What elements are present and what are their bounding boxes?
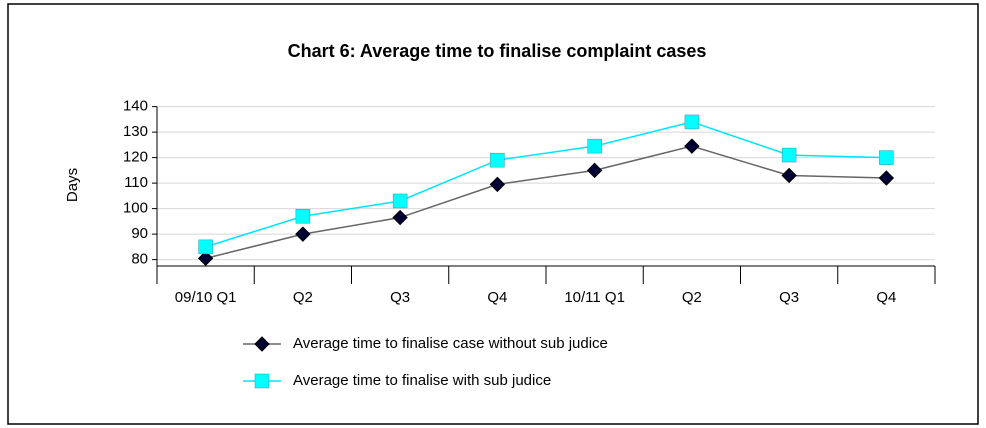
data-point xyxy=(781,147,797,163)
legend-marker xyxy=(254,373,270,389)
y-tick-label: 90 xyxy=(131,225,148,242)
series-line xyxy=(205,121,887,248)
y-tick-label: 140 xyxy=(123,98,148,115)
x-tick-label: 10/11 Q1 xyxy=(564,289,625,306)
data-point xyxy=(295,226,311,242)
data-point xyxy=(586,162,603,179)
x-tick-label: Q4 xyxy=(876,289,896,306)
y-tick-label: 110 xyxy=(124,174,148,191)
data-point xyxy=(489,176,506,193)
x-tick-label: Q2 xyxy=(682,289,702,306)
series-line xyxy=(205,145,887,260)
x-tick-label: Q4 xyxy=(487,289,507,306)
legend-label: Average time to finalise case without su… xyxy=(293,335,608,352)
data-point xyxy=(878,170,895,186)
data-point xyxy=(198,239,213,255)
data-point xyxy=(197,250,214,267)
legend-marker xyxy=(254,336,270,352)
data-point xyxy=(684,138,700,154)
frame xyxy=(7,3,979,425)
y-tick-label: 130 xyxy=(123,123,148,140)
y-tick-label: 80 xyxy=(131,251,148,268)
data-point xyxy=(781,167,797,184)
data-point xyxy=(684,114,700,130)
data-point xyxy=(392,193,408,209)
x-tick-label: Q2 xyxy=(293,289,313,306)
y-tick-label: 100 xyxy=(123,200,148,217)
x-tick-label: 09/10 Q1 xyxy=(175,289,237,306)
chart-title: Chart 6: Average time to finalise compla… xyxy=(288,41,707,61)
data-point xyxy=(490,152,505,168)
data-point xyxy=(879,150,894,165)
x-tick-label: Q3 xyxy=(779,289,799,306)
data-point xyxy=(295,209,311,224)
data-point xyxy=(587,138,602,154)
x-tick-label: Q3 xyxy=(390,289,410,306)
y-tick-label: 120 xyxy=(123,149,148,166)
y-axis-label: Days xyxy=(64,168,81,202)
legend-label: Average time to finalise with sub judice xyxy=(293,372,551,389)
data-point xyxy=(392,209,408,226)
